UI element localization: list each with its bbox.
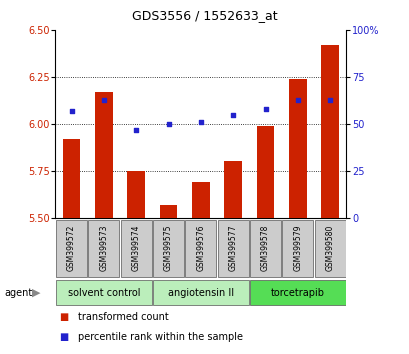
Point [100,97,107,102]
Bar [153,280,248,305]
Bar [314,220,345,277]
Point [294,97,301,102]
Text: ▶: ▶ [32,288,40,298]
Bar [56,220,87,277]
Bar [217,220,248,277]
Bar [88,220,119,277]
Text: percentile rank within the sample: percentile rank within the sample [78,332,242,342]
Text: GSM399577: GSM399577 [228,224,237,271]
Bar [120,220,151,277]
Point [229,112,236,118]
Bar [127,171,145,218]
Text: GSM399574: GSM399574 [131,224,140,271]
Point [326,97,333,102]
Text: GSM399580: GSM399580 [325,224,334,270]
Bar [321,45,338,218]
Text: torcetrapib: torcetrapib [270,287,324,298]
Text: angiotensin II: angiotensin II [167,287,234,298]
Bar [153,220,184,277]
Point [133,127,139,132]
Bar [191,182,209,218]
Bar [249,220,281,277]
Bar [185,220,216,277]
Point [165,121,171,127]
Text: ■: ■ [59,332,69,342]
Text: transformed count: transformed count [78,312,168,322]
Bar [56,280,151,305]
Text: ■: ■ [59,312,69,322]
Text: GSM399576: GSM399576 [196,224,205,271]
Point [197,119,204,125]
Bar [63,139,80,218]
Bar [95,92,112,218]
Bar [288,79,306,218]
Text: GSM399579: GSM399579 [293,224,302,271]
Text: agent: agent [4,288,32,298]
Bar [249,280,345,305]
Bar [224,161,242,218]
Point [68,108,74,114]
Text: GSM399575: GSM399575 [164,224,173,271]
Point [262,106,268,112]
Text: GDS3556 / 1552633_at: GDS3556 / 1552633_at [132,9,277,22]
Text: solvent control: solvent control [67,287,140,298]
Text: GSM399572: GSM399572 [67,224,76,270]
Bar [159,205,177,218]
Bar [282,220,313,277]
Bar [256,126,274,218]
Text: GSM399573: GSM399573 [99,224,108,271]
Text: GSM399578: GSM399578 [261,224,270,270]
